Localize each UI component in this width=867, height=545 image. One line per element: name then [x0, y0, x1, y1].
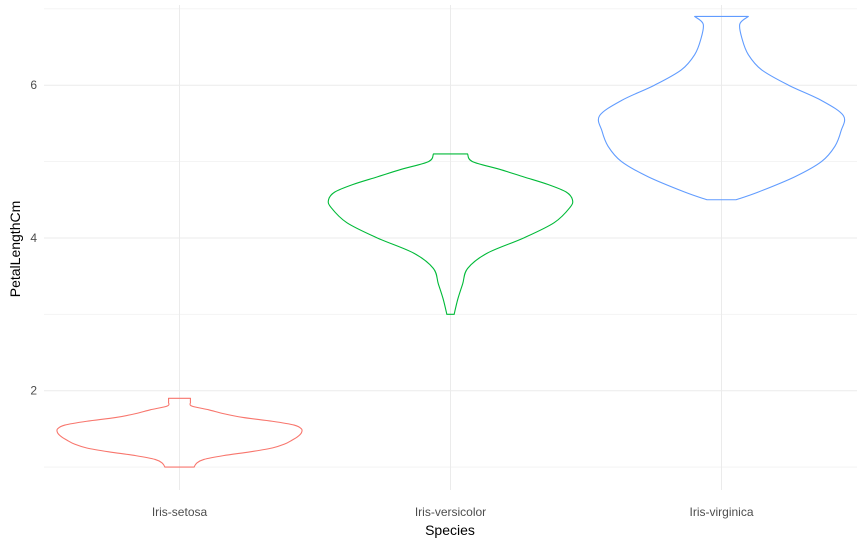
y-axis-ticks: 2 4 6: [30, 78, 37, 398]
y-tick-label: 2: [30, 384, 37, 398]
y-tick-label: 4: [30, 231, 37, 245]
x-tick-label: Iris-virginica: [689, 505, 753, 519]
y-tick-label: 6: [30, 78, 37, 92]
grid-lines: [44, 5, 857, 490]
violin-iris-virginica: [597, 15, 846, 201]
violin-series: [56, 15, 846, 468]
x-axis-ticks: Iris-setosa Iris-versicolor Iris-virginica: [152, 505, 754, 519]
x-tick-label: Iris-versicolor: [415, 505, 486, 519]
x-tick-label: Iris-setosa: [152, 505, 208, 519]
y-axis-title: PetalLengthCm: [7, 201, 23, 298]
violin-iris-versicolor: [327, 153, 574, 315]
violin-iris-setosa: [56, 397, 303, 468]
x-axis-title: Species: [425, 522, 475, 538]
